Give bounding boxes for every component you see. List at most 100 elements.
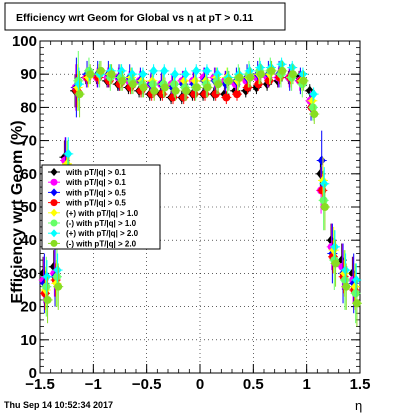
x-tick-label: −1.5	[25, 376, 55, 393]
tick-labels: −1.5 −1 −0.5 0 0.5 1 1.5 0 10 20 30 40 50 60 70 80 90 100	[12, 33, 370, 393]
data-point	[352, 299, 361, 308]
data-point	[245, 65, 254, 76]
data-point	[86, 70, 95, 79]
data-point	[139, 83, 148, 92]
data-point	[246, 73, 255, 82]
data-point	[42, 271, 51, 282]
x-tick-label: 1.5	[350, 376, 371, 393]
x-axis-title: η	[355, 398, 362, 413]
legend-label: with pT/|q| > 0.1	[65, 168, 126, 177]
data-point	[320, 203, 329, 211]
data-point	[74, 79, 83, 90]
data-point	[170, 69, 179, 80]
data-point	[330, 241, 339, 252]
legend-label: (-) with pT/|q| > 1.0	[66, 219, 137, 228]
data-point	[256, 70, 265, 79]
data-point	[278, 66, 287, 75]
data-point	[43, 295, 52, 304]
x-tick-label: 0.5	[243, 376, 264, 393]
data-series	[38, 50, 362, 327]
data-point	[64, 148, 73, 159]
data-point	[310, 110, 319, 119]
footer-timestamp: Thu Sep 14 10:52:34 2017	[4, 400, 113, 410]
legend-label: (+) with pT/|q| > 2.0	[66, 229, 139, 238]
data-point	[235, 73, 244, 82]
data-point	[138, 69, 147, 80]
data-point	[277, 59, 286, 70]
y-tick-label: 90	[20, 66, 37, 83]
data-point	[42, 282, 51, 291]
data-point	[54, 282, 63, 291]
data-point	[233, 90, 242, 99]
data-point	[190, 90, 199, 99]
data-point	[192, 65, 201, 76]
y-axis-title: Efficiency wrt Geom (%)	[9, 120, 26, 303]
data-point	[309, 89, 318, 100]
data-point	[341, 265, 350, 276]
data-point	[288, 70, 297, 79]
y-tick-label: 80	[20, 99, 37, 116]
data-point	[288, 62, 297, 73]
data-point	[267, 66, 276, 75]
data-point	[320, 178, 329, 189]
y-tick-label: 40	[20, 232, 37, 249]
data-point	[214, 80, 223, 89]
data-point	[352, 275, 361, 286]
data-point	[170, 80, 179, 89]
data-point	[75, 90, 84, 99]
data-point	[299, 76, 308, 85]
data-point	[342, 282, 351, 291]
data-point	[222, 93, 231, 102]
data-point	[181, 69, 190, 80]
data-point	[203, 83, 212, 92]
data-point	[160, 83, 169, 92]
y-tick-label: 30	[20, 265, 37, 282]
data-point	[169, 93, 178, 102]
y-tick-label: 100	[12, 33, 37, 50]
y-tick-label: 50	[20, 199, 37, 216]
data-point	[182, 86, 191, 95]
data-point	[298, 69, 307, 80]
data-point	[148, 80, 157, 89]
legend-label: with pT/|q| > 0.1	[65, 178, 126, 187]
legend-box	[41, 164, 161, 250]
data-point	[340, 276, 349, 285]
data-point	[202, 65, 211, 76]
data-point	[201, 90, 210, 99]
legend-label: with pT/|q| > 0.5	[65, 188, 126, 197]
data-point	[52, 272, 61, 281]
series-7	[42, 60, 362, 327]
grid-lines	[40, 41, 360, 373]
data-point	[243, 83, 252, 92]
y-tick-label: 60	[20, 166, 37, 183]
data-point	[308, 103, 317, 112]
data-point	[118, 76, 127, 85]
data-point	[128, 69, 137, 80]
y-tick-label: 10	[20, 332, 37, 349]
legend-label: (-) with pT/|q| > 2.0	[66, 239, 137, 248]
chart-title: Efficiency wrt Geom for Global vs η at p…	[16, 12, 253, 24]
data-point	[53, 265, 62, 276]
data-point	[158, 90, 167, 99]
data-point	[213, 69, 222, 80]
x-tick-label: 0	[196, 376, 204, 393]
legend-label: with pT/|q| > 0.5	[65, 199, 126, 208]
data-point	[317, 155, 326, 166]
y-tick-label: 0	[29, 365, 37, 382]
title-box	[4, 2, 286, 31]
data-point	[160, 65, 169, 76]
data-point	[211, 90, 220, 99]
data-point	[224, 76, 233, 85]
data-point	[192, 83, 201, 92]
data-point	[265, 76, 274, 85]
data-point	[308, 95, 317, 106]
y-tick-label: 70	[20, 133, 37, 150]
data-point	[254, 80, 263, 89]
data-point	[319, 196, 328, 205]
data-point	[150, 86, 159, 95]
legend-label: (+) with pT/|q| > 1.0	[66, 209, 139, 218]
data-point	[128, 80, 137, 89]
data-point	[351, 289, 360, 298]
